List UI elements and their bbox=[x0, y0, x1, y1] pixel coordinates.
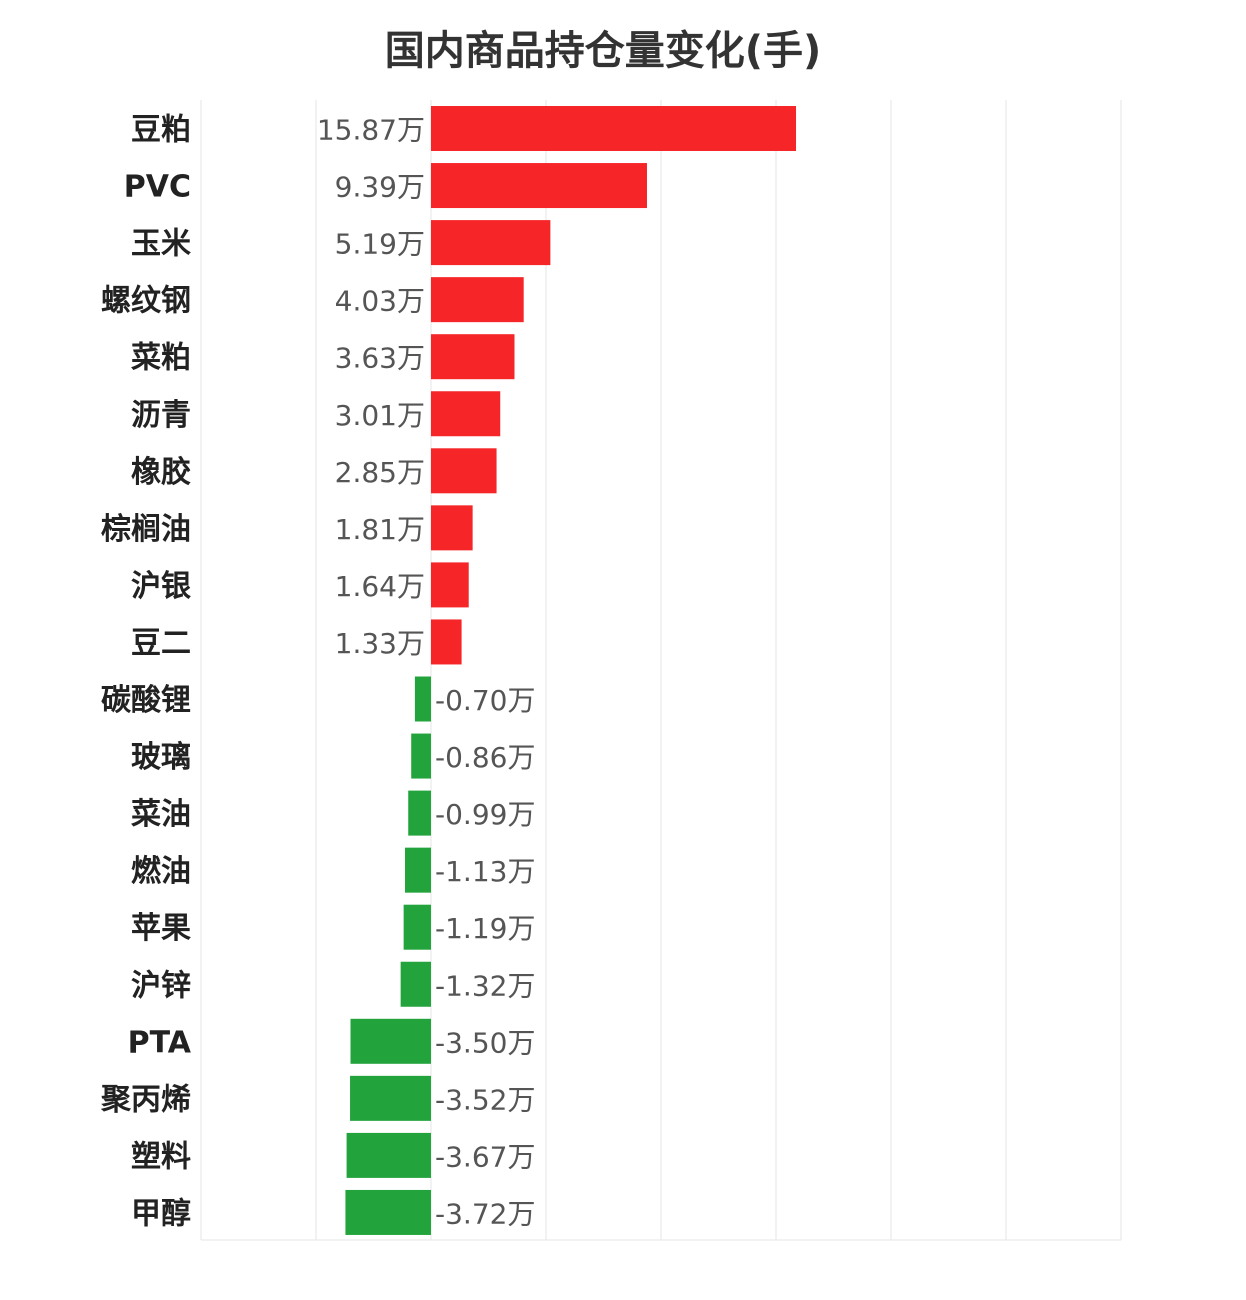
category-label: 螺纹钢 bbox=[101, 284, 191, 319]
value-label: 9.39万 bbox=[335, 171, 425, 204]
value-label: 5.19万 bbox=[335, 228, 425, 261]
bar bbox=[400, 961, 431, 1007]
category-label: 沥青 bbox=[131, 398, 191, 433]
category-label: 玻璃 bbox=[131, 740, 191, 775]
bar bbox=[346, 1132, 431, 1178]
value-label: -3.50万 bbox=[435, 1026, 535, 1059]
bar bbox=[403, 904, 431, 950]
value-label: 2.85万 bbox=[335, 456, 425, 489]
bars bbox=[345, 106, 797, 1235]
value-label: -1.19万 bbox=[435, 912, 535, 945]
bar bbox=[345, 1189, 431, 1235]
value-label: 3.01万 bbox=[335, 399, 425, 432]
bar bbox=[431, 619, 462, 665]
bar bbox=[431, 220, 551, 266]
bar bbox=[431, 391, 501, 437]
category-label: 豆二 bbox=[131, 626, 191, 661]
bar bbox=[431, 562, 469, 608]
bar bbox=[411, 733, 431, 779]
grid-lines bbox=[200, 100, 1122, 1241]
value-label: 1.81万 bbox=[335, 513, 425, 546]
value-label: 15.87万 bbox=[317, 114, 425, 147]
bar bbox=[431, 505, 473, 551]
value-label: 1.33万 bbox=[335, 627, 425, 660]
category-label: 聚丙烯 bbox=[100, 1082, 191, 1117]
category-label: 甲醇 bbox=[131, 1196, 191, 1231]
category-label: 菜油 bbox=[131, 797, 191, 832]
bar bbox=[350, 1075, 431, 1121]
value-label: 3.63万 bbox=[335, 342, 425, 375]
bar bbox=[431, 277, 524, 323]
value-label: -1.32万 bbox=[435, 969, 535, 1002]
category-label: 棕榈油 bbox=[101, 512, 191, 547]
category-label: 菜粕 bbox=[131, 341, 191, 376]
category-label: 塑料 bbox=[131, 1139, 191, 1174]
bar bbox=[405, 847, 431, 893]
bar bbox=[408, 790, 431, 836]
value-label: -3.72万 bbox=[435, 1197, 535, 1230]
bar bbox=[431, 334, 515, 380]
value-label: 4.03万 bbox=[335, 285, 425, 318]
category-label: 沪银 bbox=[131, 569, 191, 604]
category-label: 沪锌 bbox=[131, 968, 191, 1003]
category-label: 橡胶 bbox=[131, 455, 191, 490]
value-label: 1.64万 bbox=[335, 570, 425, 603]
value-label: -3.52万 bbox=[435, 1083, 535, 1116]
value-label: -1.13万 bbox=[435, 855, 535, 888]
category-label: 豆粕 bbox=[131, 113, 191, 148]
bar bbox=[431, 106, 797, 151]
bar bbox=[431, 163, 647, 209]
category-label: 苹果 bbox=[131, 911, 191, 946]
value-label: -0.70万 bbox=[435, 684, 535, 717]
bar bbox=[414, 676, 431, 722]
category-label: 燃油 bbox=[131, 854, 191, 889]
category-label: 碳酸锂 bbox=[101, 683, 191, 718]
chart-title: 国内商品持仓量变化(手) bbox=[384, 28, 822, 74]
value-label: -3.67万 bbox=[435, 1140, 535, 1173]
value-label: -0.86万 bbox=[435, 741, 535, 774]
bar bbox=[350, 1018, 431, 1064]
value-label: -0.99万 bbox=[435, 798, 535, 831]
category-label: PVC bbox=[124, 170, 191, 205]
bar bbox=[431, 448, 497, 494]
category-label: PTA bbox=[128, 1025, 192, 1060]
category-label: 玉米 bbox=[131, 227, 191, 262]
